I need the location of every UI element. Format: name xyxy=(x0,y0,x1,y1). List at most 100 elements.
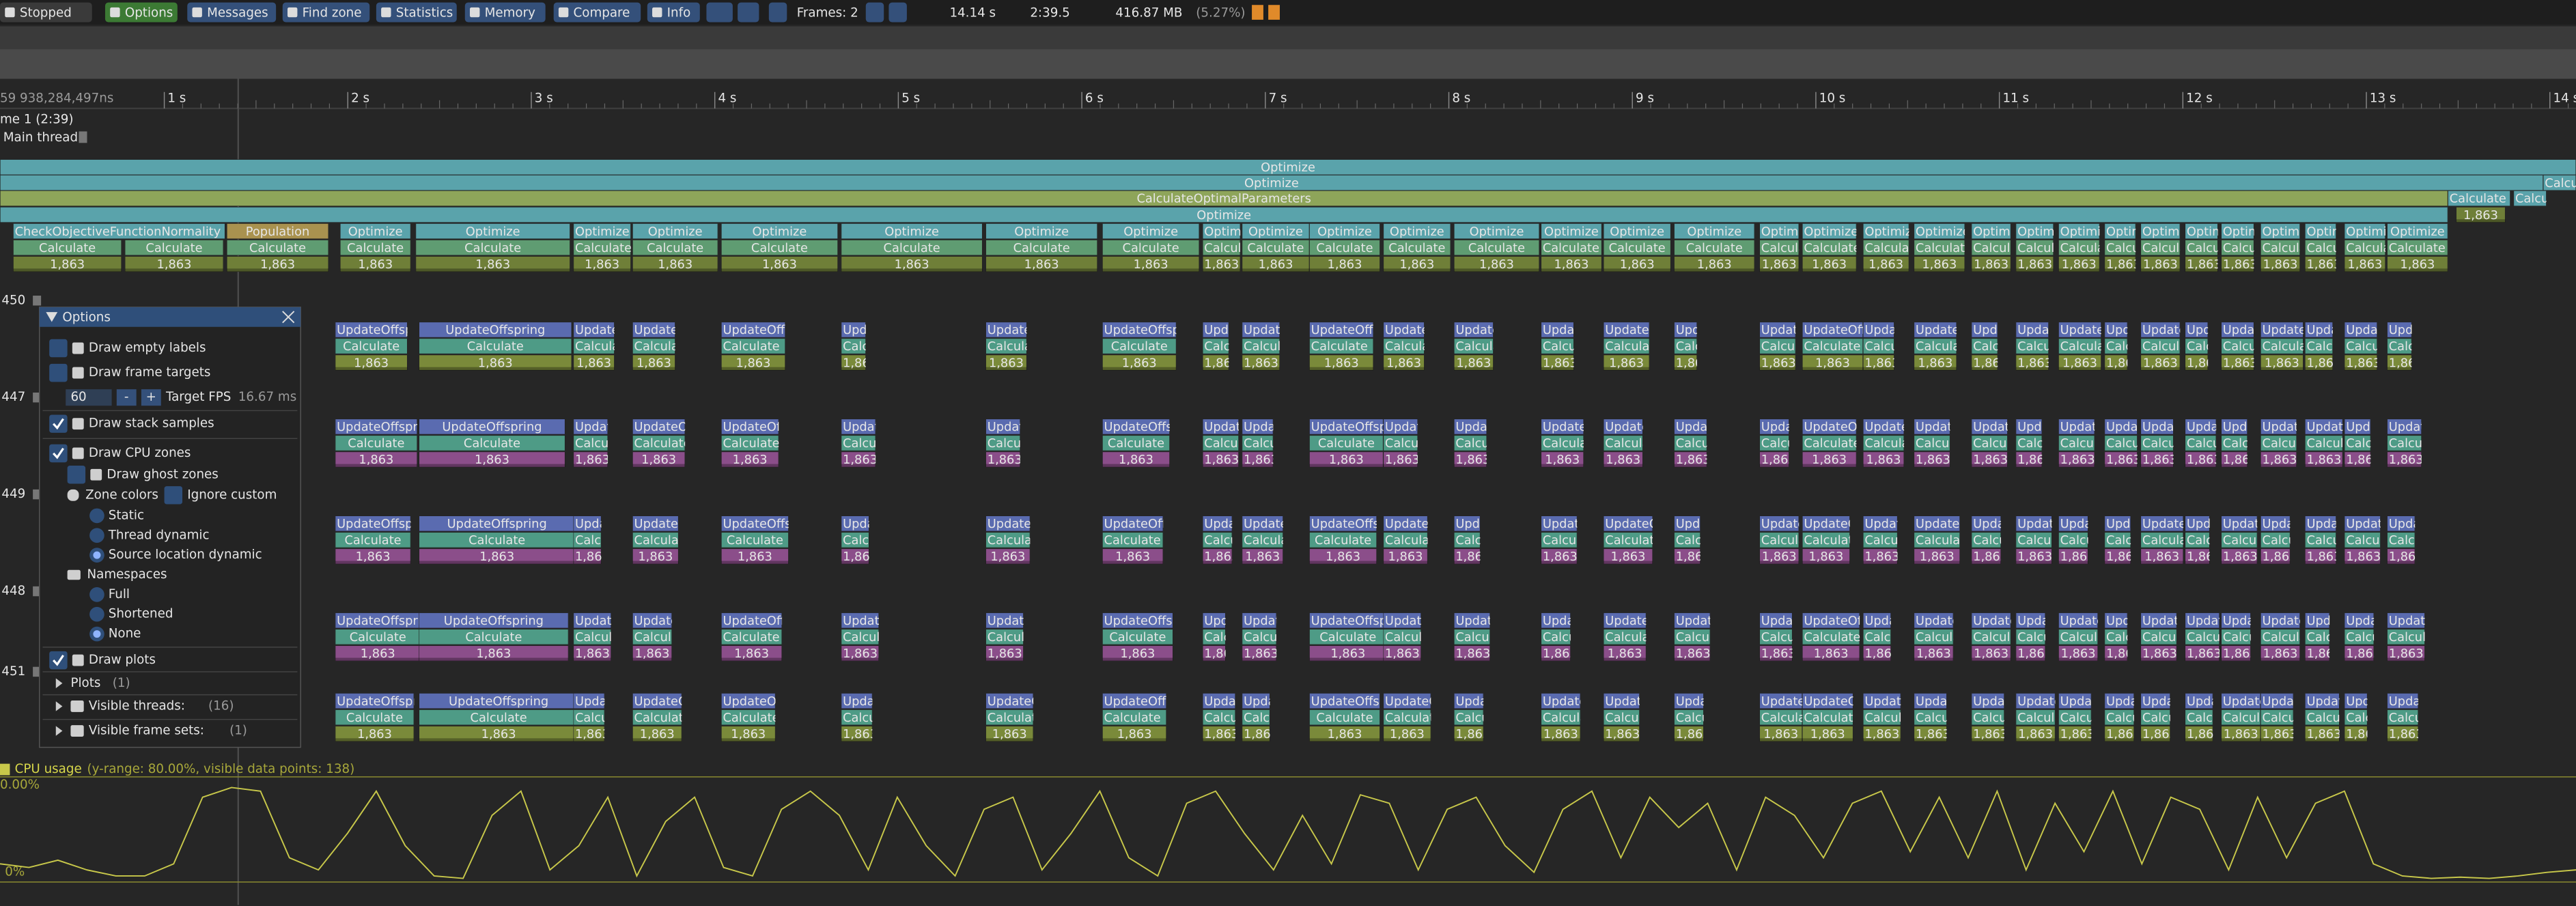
zone[interactable]: 1,863 xyxy=(2305,451,2343,468)
zone[interactable]: UpdateOffspring xyxy=(1603,612,1705,629)
fps-value[interactable]: 60 xyxy=(70,390,86,404)
zone[interactable]: Calculate xyxy=(419,629,569,645)
zone[interactable]: UpdateOffspring xyxy=(2305,612,2407,629)
zone[interactable]: UpdateOffspring xyxy=(2104,322,2207,338)
zone[interactable]: UpdateOffspring xyxy=(1453,419,1556,435)
zone[interactable]: 1,863 xyxy=(1674,645,1711,662)
zone[interactable]: Optimize xyxy=(1309,223,1380,240)
zone[interactable]: 1,863 xyxy=(1383,548,1428,565)
zone[interactable]: UpdateOffspring xyxy=(1862,612,1965,629)
zone[interactable]: Calculate xyxy=(1759,532,1818,548)
zone[interactable]: Calculate xyxy=(985,709,1044,726)
zone[interactable]: 1,863 xyxy=(1971,726,2008,742)
zone[interactable]: Calculate xyxy=(2058,338,2117,354)
zone[interactable]: 1,863 xyxy=(419,645,569,662)
button-bg[interactable] xyxy=(376,2,457,23)
zone[interactable]: Calculate xyxy=(1202,435,1261,451)
zone[interactable]: 1,863 xyxy=(1802,548,1850,565)
option-label[interactable]: Shortened xyxy=(109,607,173,621)
zone[interactable]: UpdateOffspring xyxy=(2058,322,2160,338)
zone[interactable]: Calculate xyxy=(2104,338,2164,354)
tree-arrow[interactable] xyxy=(55,701,63,711)
zone[interactable]: 1,863 xyxy=(1914,645,1954,662)
toolbar-button[interactable]: Compare xyxy=(553,2,641,23)
checkbox[interactable] xyxy=(67,466,86,484)
zone[interactable]: UpdateOffspring xyxy=(2344,322,2446,338)
zone[interactable]: 1,863 xyxy=(419,726,578,742)
zone[interactable]: 1,863 xyxy=(1802,354,1863,371)
zone[interactable]: Optimize xyxy=(1674,223,1755,240)
zone[interactable]: 1,863 xyxy=(2058,451,2095,468)
zone[interactable]: 1,863 xyxy=(1914,354,1957,371)
zone[interactable]: 1,863 xyxy=(2260,548,2297,565)
zone[interactable]: 1,863 xyxy=(1102,726,1166,742)
zone[interactable]: UpdateOffspring xyxy=(1202,612,1304,629)
zone[interactable]: 1,863 xyxy=(124,256,224,272)
zone[interactable]: UpdateOffspring xyxy=(2104,612,2207,629)
zone[interactable]: 1,863 xyxy=(632,548,679,565)
zone[interactable]: Calculate xyxy=(1971,435,2030,451)
zone[interactable]: Calculate xyxy=(1759,240,1818,256)
zone[interactable]: Calculate xyxy=(2221,532,2280,548)
zone[interactable]: Calculate xyxy=(1202,629,1261,645)
toolbar-button[interactable]: Stopped xyxy=(0,2,92,23)
zone[interactable]: Calculate xyxy=(2260,532,2319,548)
zone[interactable]: 1,863 xyxy=(1102,354,1177,371)
zone[interactable]: Optimize xyxy=(1971,223,2028,240)
button-bg[interactable] xyxy=(187,2,277,23)
zone[interactable]: Optimize xyxy=(0,207,2448,223)
zone[interactable]: 1,863 xyxy=(2015,451,2052,468)
zone[interactable]: UpdateOffspring xyxy=(1802,322,1904,338)
zone[interactable]: 1,863 xyxy=(632,451,686,468)
zone[interactable]: UpdateOffspring xyxy=(1802,419,1904,435)
zone[interactable]: 1,863 xyxy=(1862,451,1905,468)
zone[interactable]: Calculate xyxy=(721,338,785,354)
toolbar-button[interactable]: Memory xyxy=(464,2,546,23)
zone[interactable]: Calculate xyxy=(1862,532,1922,548)
zone[interactable]: 1,863 xyxy=(1242,548,1283,565)
zone[interactable]: CheckObjectiveFunctionNormality xyxy=(13,223,225,240)
zone[interactable]: Calculate xyxy=(1453,709,1513,726)
zone[interactable]: 1,863 xyxy=(2015,354,2052,371)
zone[interactable]: Calculate xyxy=(632,435,691,451)
zone[interactable]: Calculate xyxy=(1862,709,1922,726)
zone[interactable]: Calculate xyxy=(1862,435,1922,451)
zone[interactable]: Calculate xyxy=(1759,629,1818,645)
zone[interactable]: 1,863 xyxy=(1802,451,1857,468)
zone[interactable]: Calculate xyxy=(2344,629,2403,645)
zone[interactable]: 1,863 xyxy=(573,451,610,468)
zone[interactable]: Calculate xyxy=(2344,532,2403,548)
zone[interactable]: 1,863 xyxy=(2387,645,2425,662)
zone[interactable]: UpdateOffspring xyxy=(985,515,1087,532)
zone[interactable]: 1,863 xyxy=(2387,726,2423,742)
zone[interactable]: 1,863 xyxy=(2104,645,2141,662)
zone[interactable]: UpdateOffspring xyxy=(2140,322,2243,338)
zone[interactable]: 1,863 xyxy=(2221,354,2257,371)
zone[interactable]: UpdateOffspring xyxy=(632,612,734,629)
option-label[interactable]: Draw empty labels xyxy=(89,341,206,355)
zone[interactable]: 1,863 xyxy=(1971,256,2011,272)
zone[interactable]: UpdateOffspring xyxy=(1309,419,1411,435)
zone[interactable]: Calculate xyxy=(721,709,780,726)
zone[interactable]: Calculate xyxy=(1603,338,1662,354)
toolbar-button[interactable]: Statistics xyxy=(376,2,457,23)
zone[interactable]: UpdateOffspring xyxy=(1202,693,1304,709)
button-bg[interactable] xyxy=(0,2,92,23)
zone[interactable]: Optimize xyxy=(1102,223,1200,240)
zone[interactable]: UpdateOffspring xyxy=(841,322,943,338)
zone[interactable]: Calculate xyxy=(2058,629,2117,645)
zone[interactable]: 1,863 xyxy=(1759,354,1796,371)
zone[interactable]: 1,863 xyxy=(2015,548,2052,565)
zone[interactable]: 1,863 xyxy=(1674,451,1710,468)
toolbar-button[interactable]: Messages xyxy=(187,2,277,23)
zone[interactable]: UpdateOffspring xyxy=(841,515,943,532)
zone[interactable]: Calculate xyxy=(2058,532,2117,548)
zone[interactable]: 1,863 xyxy=(1759,256,1800,272)
zone[interactable]: Optimize xyxy=(1202,223,1259,240)
zone[interactable]: 1,863 xyxy=(841,548,878,565)
zone[interactable]: 1,863 xyxy=(2104,256,2141,272)
zone[interactable]: Calculate xyxy=(2140,435,2200,451)
zone[interactable]: UpdateOffspring xyxy=(1453,612,1556,629)
zone[interactable]: Calculate xyxy=(1862,338,1922,354)
zone[interactable]: 1,863 xyxy=(1242,256,1310,272)
